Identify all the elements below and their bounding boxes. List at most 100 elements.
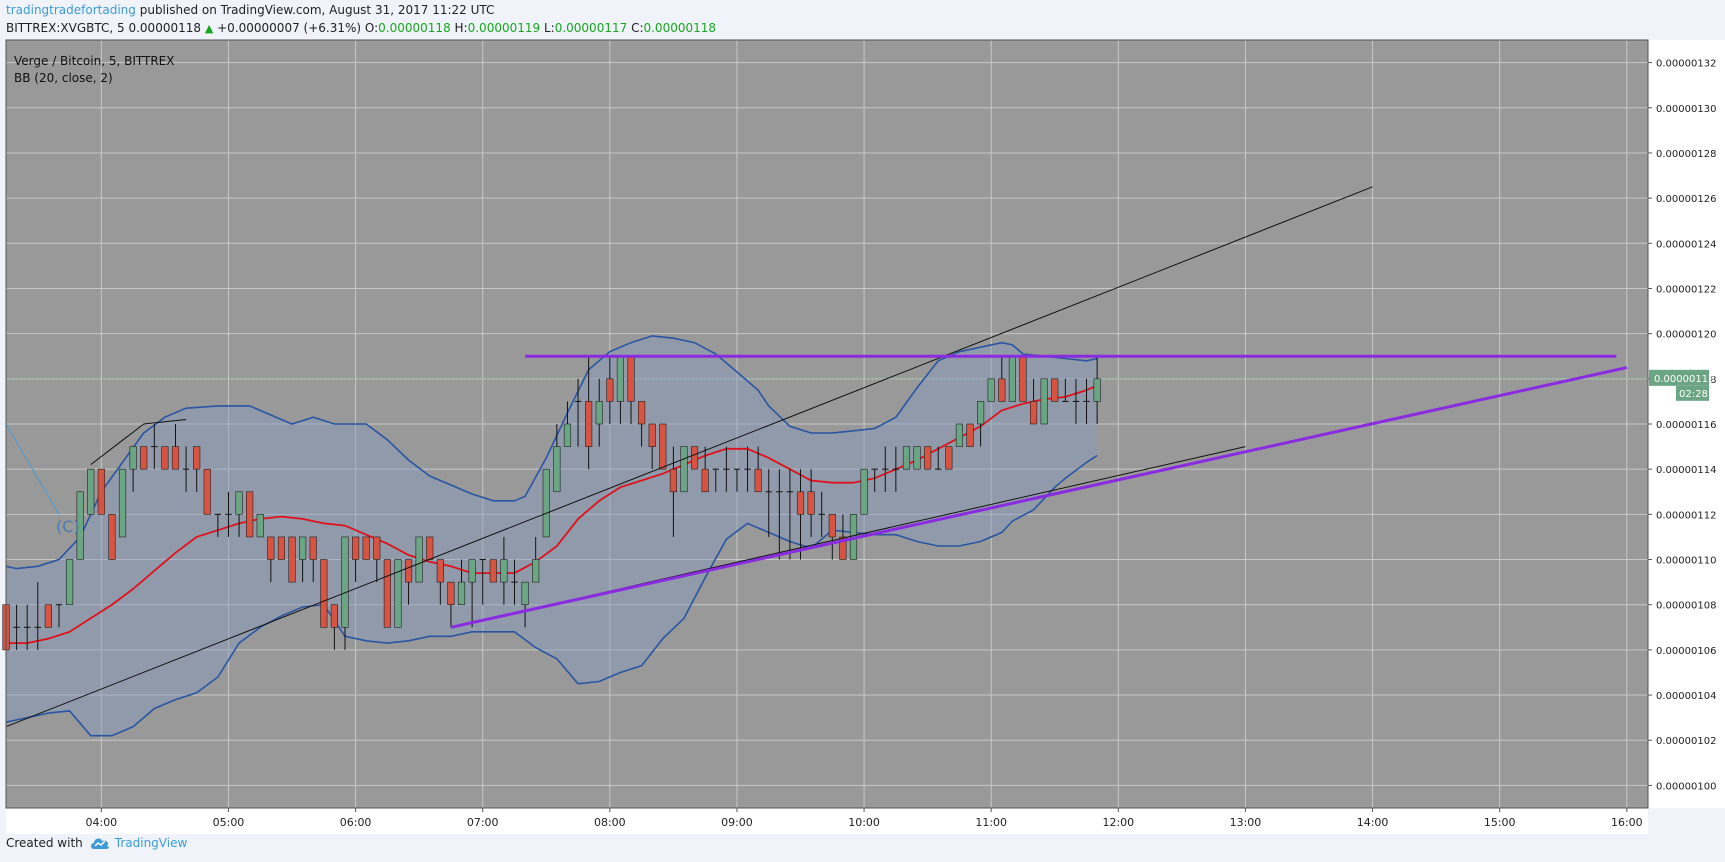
candle[interactable] <box>532 536 540 583</box>
candle[interactable] <box>892 446 900 492</box>
candle[interactable] <box>680 446 688 493</box>
candle[interactable] <box>521 581 529 628</box>
candle[interactable] <box>182 446 190 492</box>
candle[interactable] <box>225 491 232 537</box>
candle[interactable] <box>129 446 137 492</box>
drawings[interactable] <box>5 186 1628 728</box>
candle[interactable] <box>383 559 391 628</box>
candle[interactable] <box>426 536 434 560</box>
candle[interactable] <box>267 536 275 583</box>
candle[interactable] <box>638 401 646 447</box>
candle[interactable] <box>44 604 52 628</box>
candle[interactable] <box>796 469 805 560</box>
candle[interactable] <box>362 536 370 560</box>
candle[interactable] <box>807 469 815 537</box>
candle[interactable] <box>818 491 825 537</box>
tradingview-logo[interactable]: TradingView <box>89 836 187 850</box>
candle[interactable] <box>998 356 1006 402</box>
candle[interactable] <box>87 468 95 515</box>
candle[interactable] <box>394 559 402 628</box>
candle[interactable] <box>511 559 518 605</box>
candle[interactable] <box>669 446 677 537</box>
candle[interactable] <box>839 514 847 560</box>
candle[interactable] <box>299 536 307 583</box>
candle[interactable] <box>574 378 582 447</box>
candle[interactable] <box>776 469 783 560</box>
candle[interactable] <box>563 401 572 447</box>
candle[interactable] <box>500 536 508 605</box>
candle[interactable] <box>786 469 794 560</box>
candle[interactable] <box>415 536 423 583</box>
support-trendline[interactable] <box>450 366 1628 629</box>
candle[interactable] <box>171 424 180 470</box>
candle[interactable] <box>1019 355 1027 402</box>
candle[interactable] <box>108 514 116 560</box>
candle[interactable] <box>934 446 942 470</box>
candle[interactable] <box>701 446 709 493</box>
author-link[interactable]: tradingtradefortading <box>6 3 136 17</box>
candle[interactable] <box>987 378 995 402</box>
candle[interactable] <box>277 536 286 560</box>
candle[interactable] <box>161 446 169 470</box>
candle[interactable] <box>765 469 773 537</box>
candle[interactable] <box>595 378 603 447</box>
candle[interactable] <box>553 424 561 493</box>
candle[interactable] <box>1072 378 1080 424</box>
candles[interactable] <box>2 355 1101 651</box>
candle[interactable] <box>648 423 656 470</box>
candle[interactable] <box>1008 355 1016 402</box>
candle[interactable] <box>246 491 254 538</box>
candle[interactable] <box>55 604 63 628</box>
candle[interactable] <box>65 559 74 606</box>
candle[interactable] <box>977 401 985 447</box>
wave-leg[interactable] <box>5 423 60 515</box>
candle[interactable] <box>733 468 741 492</box>
candle[interactable] <box>373 536 381 583</box>
candle[interactable] <box>542 468 550 538</box>
candle[interactable] <box>118 468 127 538</box>
candle[interactable] <box>1040 378 1048 425</box>
candle[interactable] <box>924 446 932 470</box>
candle[interactable] <box>214 513 222 537</box>
candle[interactable] <box>902 446 911 470</box>
candle[interactable] <box>690 446 699 470</box>
candle[interactable] <box>341 536 349 650</box>
candle[interactable] <box>151 424 158 470</box>
candle[interactable] <box>1093 356 1101 424</box>
candle[interactable] <box>913 446 921 470</box>
candle[interactable] <box>309 536 317 583</box>
candle[interactable] <box>1083 378 1090 424</box>
candle[interactable] <box>1029 378 1038 425</box>
candle[interactable] <box>193 446 201 492</box>
candle[interactable] <box>330 604 338 650</box>
candle[interactable] <box>585 356 593 470</box>
candle[interactable] <box>754 446 762 493</box>
candle[interactable] <box>881 446 889 492</box>
candle[interactable] <box>447 581 455 628</box>
candle[interactable] <box>288 536 296 583</box>
candle[interactable] <box>955 423 964 447</box>
candle[interactable] <box>203 468 211 515</box>
candle[interactable] <box>140 446 148 470</box>
candle[interactable] <box>479 559 486 605</box>
candle[interactable] <box>256 514 264 538</box>
candle[interactable] <box>945 446 953 470</box>
candle[interactable] <box>404 559 413 605</box>
candle[interactable] <box>871 468 878 492</box>
candle[interactable] <box>34 582 42 650</box>
candle[interactable] <box>1051 378 1059 402</box>
candle[interactable] <box>723 446 730 492</box>
candle[interactable] <box>966 423 974 447</box>
price-axis[interactable] <box>1648 40 1725 808</box>
candle[interactable] <box>712 468 720 492</box>
candle[interactable] <box>235 491 243 537</box>
time-axis[interactable] <box>6 808 1648 834</box>
candle[interactable] <box>457 559 466 606</box>
short-black-line-2[interactable] <box>143 418 187 425</box>
candle[interactable] <box>860 468 868 515</box>
candle[interactable] <box>606 356 614 424</box>
candle[interactable] <box>320 559 328 628</box>
candle[interactable] <box>76 491 84 560</box>
candle[interactable] <box>828 514 836 560</box>
